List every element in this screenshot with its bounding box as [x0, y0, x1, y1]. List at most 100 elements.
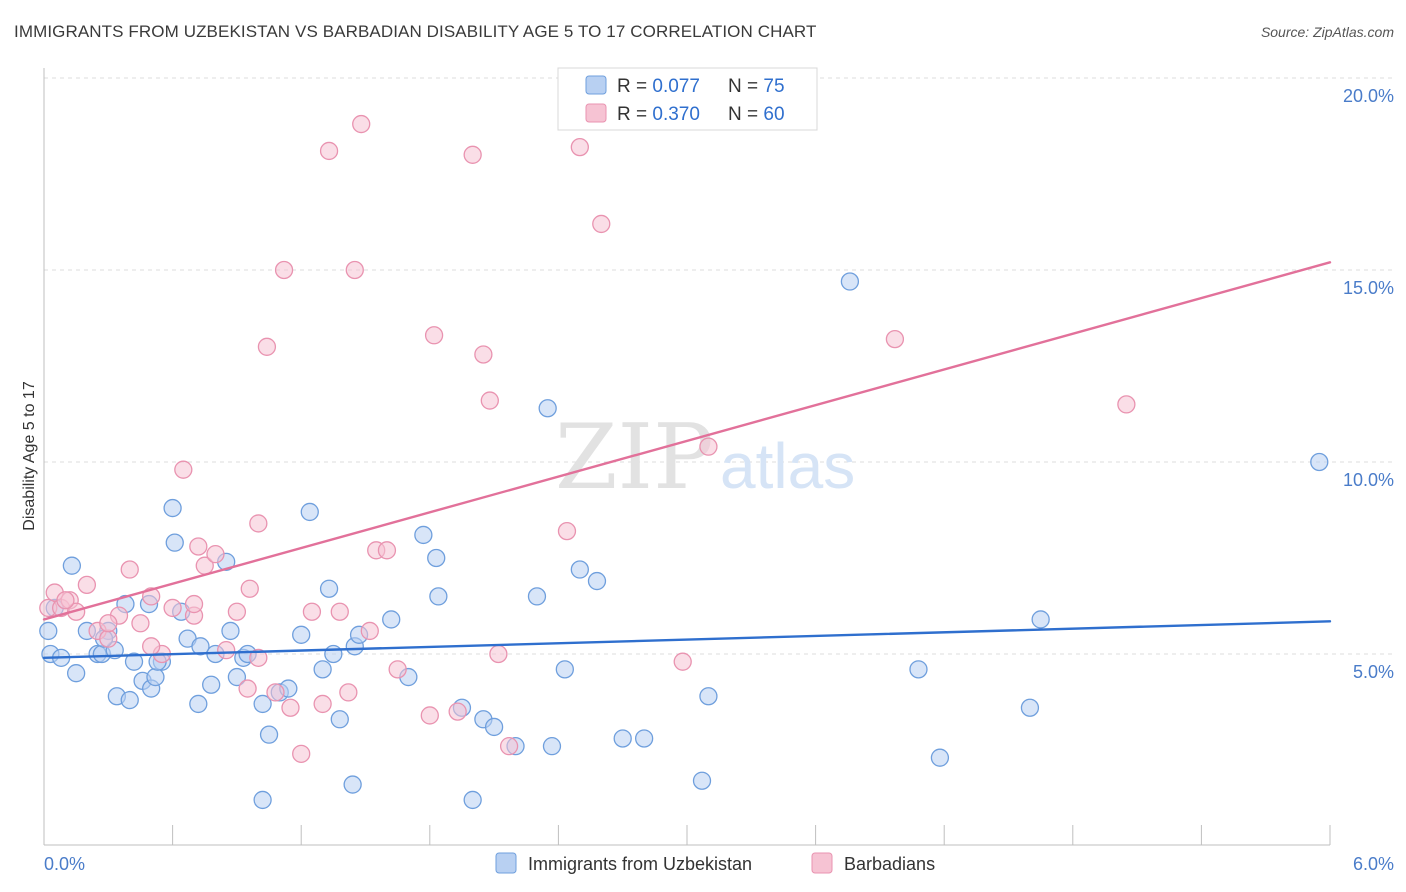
chart-title: IMMIGRANTS FROM UZBEKISTAN VS BARBADIAN … [14, 22, 817, 41]
uzbekistan-point-17 [146, 667, 165, 687]
uzbekistan-point-13 [124, 652, 144, 671]
uzbekistan-point-0 [39, 621, 58, 641]
watermark: ZIP atlas [555, 405, 855, 510]
barbadians-point-50 [592, 214, 611, 234]
uzbekistan-point-53 [527, 587, 547, 606]
barbadians-point-43 [463, 145, 482, 164]
uzbekistan-point-33 [259, 725, 279, 744]
barbadians-point-51 [673, 652, 692, 671]
uzbekistan-point-28 [221, 621, 240, 641]
barbadians-point-24 [257, 337, 277, 356]
barbadians-point-25 [266, 683, 285, 702]
barbadians-point-26 [274, 260, 294, 280]
uzbekistan-point-65 [930, 748, 950, 767]
uzbekistan-point-68 [1310, 452, 1329, 472]
uzbekistan-point-54 [538, 399, 557, 418]
uzbekistan-point-58 [587, 571, 607, 591]
x-tick-label-min: 0.0% [44, 854, 85, 874]
barbadians-point-20 [227, 602, 247, 621]
barbadians-point-5 [77, 575, 97, 595]
uzbekistan-point-69 [253, 790, 272, 810]
x-tick-label-max: 6.0% [1353, 854, 1394, 874]
uzbekistan-point-59 [613, 729, 632, 748]
uzbekistan-point-71 [463, 790, 482, 810]
uzbekistan-point-51 [484, 717, 504, 737]
barbadians-point-36 [360, 621, 379, 641]
barbadians-point-56 [99, 614, 118, 633]
uzbekistan-point-38 [313, 660, 332, 679]
barbadians-point-39 [388, 660, 407, 679]
bottom-legend-label-barbadians: Barbadians [844, 854, 935, 874]
barbadians-point-54 [1117, 395, 1136, 414]
uzbekistan-point-37 [300, 502, 319, 522]
legend-row-1-n: N = 75 [728, 76, 785, 97]
barbadians-point-13 [163, 598, 182, 618]
barbadians-point-45 [480, 391, 499, 410]
uzbekistan-point-48 [429, 587, 448, 606]
watermark-zip: ZIP [555, 405, 714, 510]
barbadians-point-58 [184, 594, 204, 614]
legend-n-value-2: 60 [763, 104, 784, 125]
watermark-atlas: atlas [720, 430, 855, 502]
uzbekistan-point-57 [570, 560, 589, 579]
legend-n-label-1: N = [728, 76, 763, 97]
barbadians-trend-line [42, 261, 1332, 621]
uzbekistan-point-20 [165, 533, 184, 552]
barbadians-point-28 [292, 744, 311, 763]
bottom-legend-swatch-pink [811, 852, 833, 874]
barbadians-point-29 [302, 602, 322, 621]
uzbekistan-point-41 [330, 710, 349, 729]
uzbekistan-point-19 [163, 498, 182, 518]
legend-row-2: R = 0.370 [617, 104, 700, 125]
uzbekistan-point-39 [319, 579, 339, 598]
uzbekistan-point-23 [189, 694, 208, 714]
uzbekistan-point-24 [191, 637, 210, 656]
uzbekistan-point-46 [414, 525, 433, 545]
barbadians-point-33 [339, 683, 358, 702]
uzbekistan-point-44 [382, 610, 401, 629]
barbadians-point-32 [330, 602, 349, 621]
correlation-legend: R = 0.077 N = 75 R = 0.370 N = 60 [557, 67, 818, 131]
bottom-legend-label-uzbekistan: Immigrants from Uzbekistan [528, 854, 752, 874]
barbadians-point-18 [206, 545, 225, 564]
uzbekistan-point-40 [324, 644, 343, 664]
barbadians-point-40 [420, 706, 439, 725]
barbadians-point-55 [56, 591, 75, 610]
uzbekistan-point-70 [343, 775, 362, 794]
barbadians-point-27 [281, 698, 300, 717]
barbadians-point-47 [499, 737, 519, 756]
uzbekistan-point-61 [692, 771, 712, 790]
legend-swatch-pink [585, 103, 607, 123]
y-tick-label-3: 20.0% [1343, 86, 1394, 106]
barbadians-point-16 [189, 537, 208, 556]
barbadians-point-19 [217, 641, 236, 660]
barbadians-point-38 [377, 541, 397, 560]
barbadians-point-53 [885, 329, 905, 349]
barbadians-point-14 [174, 460, 193, 479]
legend-r-value-2: 0.370 [652, 104, 700, 125]
uzbekistan-point-29 [227, 667, 247, 687]
barbadians-point-52 [699, 437, 718, 456]
uzbekistan-point-25 [202, 675, 221, 694]
trend-lines [42, 261, 1332, 660]
uzbekistan-point-63 [840, 272, 860, 291]
legend-r-label-2: R = [617, 104, 652, 125]
uzbekistan-trend-line [42, 620, 1332, 660]
barbadians-point-9 [120, 560, 139, 579]
barbadians-point-7 [99, 629, 118, 648]
barbadians-point-46 [489, 644, 508, 664]
legend-swatch-blue [585, 75, 607, 95]
y-tick-label-0: 5.0% [1353, 662, 1394, 682]
legend-n-label-2: N = [728, 104, 763, 125]
uzbekistan-point-5 [67, 664, 86, 683]
y-tick-label-1: 10.0% [1343, 470, 1394, 490]
barbadians-point-42 [448, 702, 467, 721]
uzbekistan-point-67 [1031, 610, 1050, 629]
series-barbadians-points [39, 114, 1136, 763]
legend-r-label-1: R = [617, 76, 652, 97]
uzbekistan-point-32 [253, 694, 272, 714]
uzbekistan-point-56 [555, 660, 574, 679]
barbadians-point-57 [142, 637, 161, 656]
barbadians-point-21 [238, 679, 257, 698]
series-legend: Immigrants from Uzbekistan Barbadians [495, 852, 935, 874]
